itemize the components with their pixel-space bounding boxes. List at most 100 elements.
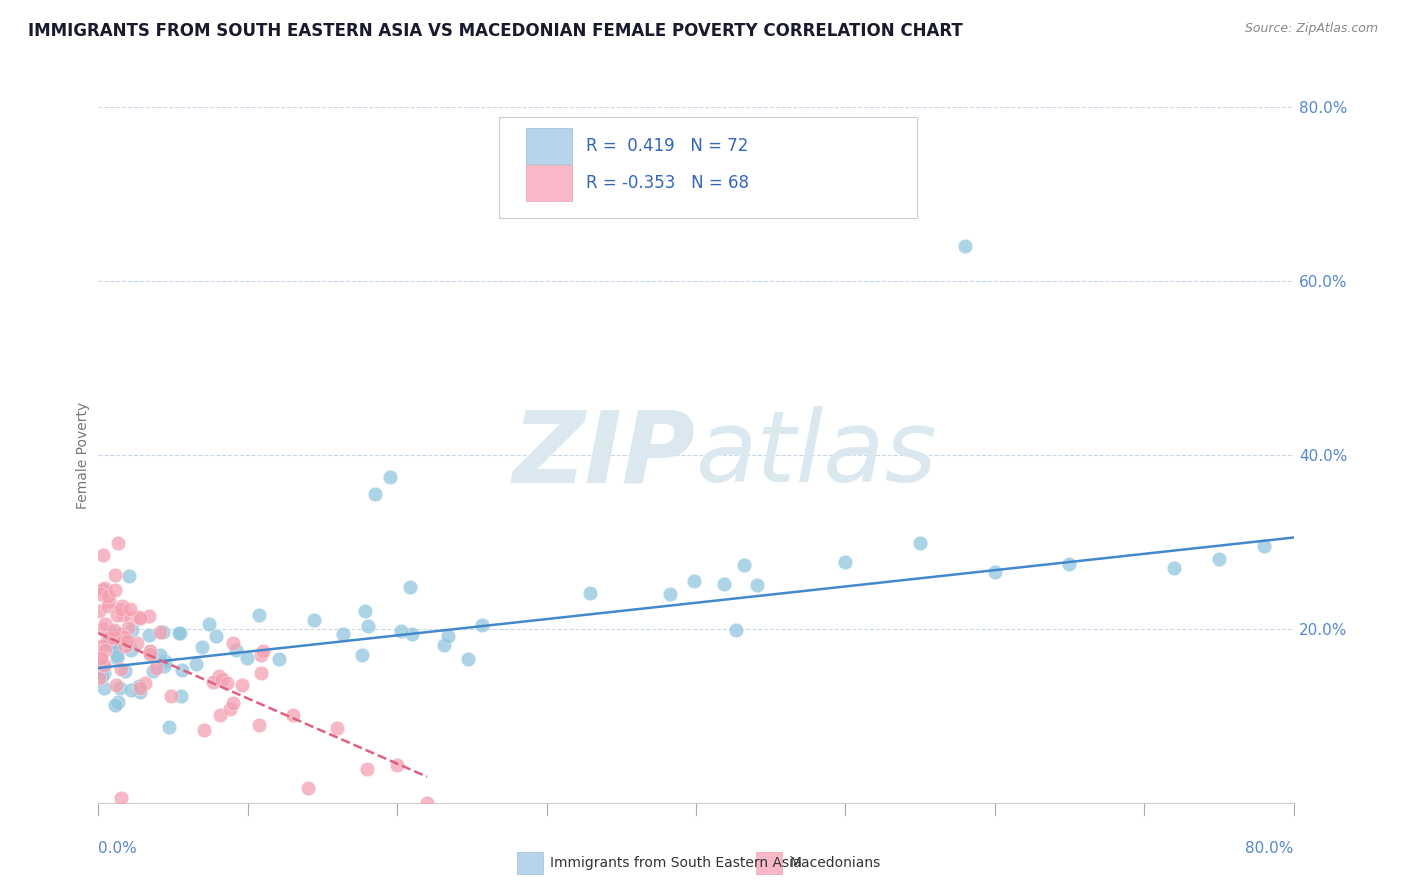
Point xyxy=(149,624,172,639)
Point xyxy=(118,602,141,616)
Point xyxy=(107,695,129,709)
Point xyxy=(184,657,207,671)
Point xyxy=(118,636,141,650)
Point xyxy=(153,653,176,667)
Point xyxy=(112,631,135,645)
Point xyxy=(97,594,120,608)
Point xyxy=(103,631,125,645)
Point xyxy=(231,678,253,692)
Point xyxy=(110,627,132,641)
Point xyxy=(1253,539,1275,553)
Point xyxy=(1059,557,1081,571)
Point xyxy=(354,604,377,618)
Point xyxy=(93,681,115,695)
Point xyxy=(378,469,401,483)
Point xyxy=(683,574,706,588)
Point xyxy=(209,708,232,723)
Point xyxy=(91,623,114,637)
Text: 0.0%: 0.0% xyxy=(98,841,138,856)
Point xyxy=(152,624,174,639)
Point xyxy=(399,580,422,594)
Point xyxy=(205,629,228,643)
Point xyxy=(128,679,150,693)
Point xyxy=(416,796,439,810)
Point xyxy=(471,617,494,632)
Point xyxy=(120,683,142,698)
Point xyxy=(121,623,143,637)
Point xyxy=(225,643,247,657)
Point xyxy=(247,717,270,731)
Point xyxy=(103,623,125,637)
Point xyxy=(104,698,127,712)
FancyBboxPatch shape xyxy=(517,852,543,874)
Point xyxy=(389,624,412,638)
Text: 80.0%: 80.0% xyxy=(1246,841,1294,856)
Point xyxy=(713,576,735,591)
Point xyxy=(834,555,856,569)
Point xyxy=(401,627,423,641)
Point xyxy=(145,661,167,675)
Point xyxy=(297,781,319,796)
Point xyxy=(110,791,132,805)
Point xyxy=(457,652,479,666)
Point xyxy=(98,624,121,638)
Point xyxy=(93,658,115,673)
Point xyxy=(114,639,136,653)
Point xyxy=(111,599,134,613)
Point xyxy=(247,607,270,622)
Point xyxy=(1163,561,1185,575)
Point xyxy=(91,548,114,562)
Point xyxy=(149,648,172,662)
Text: atlas: atlas xyxy=(696,407,938,503)
Point xyxy=(96,634,118,648)
Point xyxy=(433,638,456,652)
Point xyxy=(90,587,112,601)
FancyBboxPatch shape xyxy=(499,118,917,219)
Point xyxy=(94,642,117,657)
Point xyxy=(105,608,128,623)
Point xyxy=(134,676,156,690)
Point xyxy=(211,672,233,686)
Point xyxy=(118,568,141,582)
Text: IMMIGRANTS FROM SOUTH EASTERN ASIA VS MACEDONIAN FEMALE POVERTY CORRELATION CHAR: IMMIGRANTS FROM SOUTH EASTERN ASIA VS MA… xyxy=(28,22,963,40)
Point xyxy=(215,676,238,690)
Text: Source: ZipAtlas.com: Source: ZipAtlas.com xyxy=(1244,22,1378,36)
Point xyxy=(197,616,219,631)
Point xyxy=(172,663,194,677)
Point xyxy=(302,613,325,627)
Point xyxy=(138,628,160,642)
Point xyxy=(90,639,112,653)
Point xyxy=(221,636,243,650)
Point xyxy=(120,610,142,624)
Point xyxy=(89,665,111,680)
Point xyxy=(219,702,242,716)
Point xyxy=(114,664,136,678)
Point xyxy=(90,649,112,664)
Point xyxy=(91,660,114,674)
Point xyxy=(107,536,129,550)
Text: Macedonians: Macedonians xyxy=(789,856,880,871)
Point xyxy=(437,629,460,643)
FancyBboxPatch shape xyxy=(526,128,572,164)
Point xyxy=(129,684,152,698)
Text: R =  0.419   N = 72: R = 0.419 N = 72 xyxy=(586,137,748,155)
Point xyxy=(733,558,755,572)
Point xyxy=(97,589,120,603)
Point xyxy=(724,624,747,638)
Point xyxy=(170,689,193,703)
Point xyxy=(104,677,127,691)
Point xyxy=(90,651,112,665)
Point xyxy=(364,487,387,501)
Point xyxy=(235,651,257,665)
Point xyxy=(103,635,125,649)
Point xyxy=(332,627,354,641)
Point xyxy=(128,610,150,624)
Point xyxy=(97,630,120,644)
Point xyxy=(357,619,380,633)
Text: ZIP: ZIP xyxy=(513,407,696,503)
Point xyxy=(153,659,176,673)
Point xyxy=(120,643,142,657)
Point xyxy=(249,665,271,680)
Point xyxy=(190,640,212,654)
Point xyxy=(89,604,111,618)
